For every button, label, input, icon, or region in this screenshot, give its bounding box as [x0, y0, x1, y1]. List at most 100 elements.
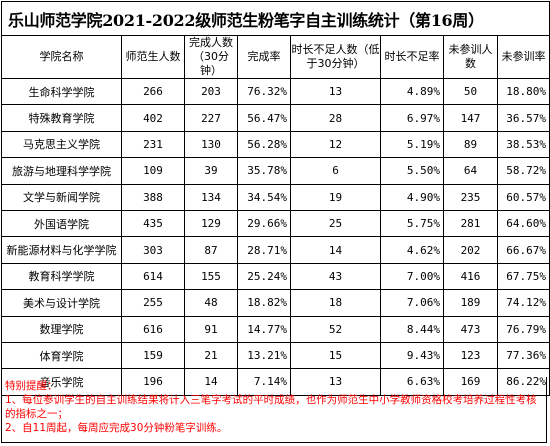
done-count: 48	[184, 289, 238, 317]
absent-count: 64	[443, 157, 498, 185]
short-rate: 6.97%	[380, 104, 444, 132]
college-name: 外国语学院	[1, 209, 122, 238]
done-rate: 56.28%	[237, 130, 291, 159]
short-rate: 7.06%	[380, 289, 444, 317]
absent-count: 281	[443, 209, 498, 238]
absent-count: 235	[443, 183, 498, 211]
absent-count: 169	[443, 368, 498, 396]
short-count: 13	[290, 77, 381, 106]
total-count: 255	[121, 289, 185, 317]
absent-count: 89	[443, 130, 498, 159]
absent-count: 189	[443, 289, 498, 317]
done-count: 129	[184, 209, 238, 238]
table-row: 外国语学院 435 129 29.66% 25 5.75% 281 64.60%	[1, 209, 550, 238]
total-count: 435	[121, 209, 185, 238]
short-rate: 5.19%	[380, 130, 444, 159]
done-count: 130	[184, 130, 238, 159]
short-count: 52	[290, 315, 381, 343]
short-count: 6	[290, 157, 381, 185]
header-absent: 未参训人数	[443, 35, 498, 79]
total-count: 231	[121, 130, 185, 159]
done-count: 39	[184, 157, 238, 185]
done-rate: 25.24%	[237, 262, 291, 291]
total-count: 109	[121, 157, 185, 185]
done-count: 203	[184, 77, 238, 106]
done-count: 21	[184, 341, 238, 370]
notes-line-1: 1、每位参训学生的自主训练结果将计入三笔字考试的平时成绩，也作为师范生中小学教师…	[5, 394, 537, 420]
absent-rate: 18.80%	[496, 77, 550, 106]
total-count: 388	[121, 183, 185, 211]
absent-rate: 86.22%	[496, 368, 550, 396]
done-count: 155	[184, 262, 238, 291]
notes-box: 特别提醒： 1、每位参训学生的自主训练结果将计入三笔字考试的平时成绩，也作为师范…	[1, 377, 547, 443]
table-row: 教育科学学院 614 155 25.24% 43 7.00% 416 67.75%	[1, 262, 550, 291]
short-rate: 8.44%	[380, 315, 444, 343]
college-name: 美术与设计学院	[1, 289, 122, 317]
short-rate: 4.89%	[380, 77, 444, 106]
header-total: 师范生人数	[121, 35, 185, 79]
absent-count: 123	[443, 341, 498, 370]
header-college: 学院名称	[1, 35, 122, 79]
table-row: 生命科学学院 266 203 76.32% 13 4.89% 50 18.80%	[1, 77, 550, 106]
absent-count: 473	[443, 315, 498, 343]
done-rate: 28.71%	[237, 236, 291, 264]
short-rate: 5.50%	[380, 157, 444, 185]
done-rate: 34.54%	[237, 183, 291, 211]
absent-rate: 74.12%	[496, 289, 550, 317]
total-count: 614	[121, 262, 185, 291]
table-row: 马克思主义学院 231 130 56.28% 12 5.19% 89 38.53%	[1, 130, 550, 159]
absent-count: 50	[443, 77, 498, 106]
absent-rate: 67.75%	[496, 262, 550, 291]
total-count: 402	[121, 104, 185, 132]
absent-rate: 66.67%	[496, 236, 550, 264]
absent-rate: 36.57%	[496, 104, 550, 132]
absent-rate: 38.53%	[496, 130, 550, 159]
page-title: 乐山师范学院2021-2022级师范生粉笔字自主训练统计（第16周）	[0, 1, 550, 36]
short-count: 25	[290, 209, 381, 238]
statistics-table: 乐山师范学院2021-2022级师范生粉笔字自主训练统计（第16周） 学院名称 …	[0, 1, 550, 396]
table-row: 音乐学院 196 14 7.14% 13 6.63% 169 86.22%	[1, 368, 550, 396]
done-count: 91	[184, 315, 238, 343]
total-count: 303	[121, 236, 185, 264]
header-row: 学院名称 师范生人数 完成人数（30分钟） 完成率 时长不足人数（低于30分钟）…	[1, 35, 550, 79]
absent-rate: 64.60%	[496, 209, 550, 238]
short-count: 12	[290, 130, 381, 159]
short-count: 28	[290, 104, 381, 132]
short-count: 18	[290, 289, 381, 317]
college-name: 体育学院	[1, 341, 122, 370]
table-row: 体育学院 159 21 13.21% 15 9.43% 123 77.36%	[1, 341, 550, 370]
short-count: 15	[290, 341, 381, 370]
done-count: 134	[184, 183, 238, 211]
short-count: 43	[290, 262, 381, 291]
done-rate: 18.82%	[237, 289, 291, 317]
college-name: 旅游与地理科学学院	[1, 157, 122, 185]
absent-rate: 77.36%	[496, 341, 550, 370]
header-done-rate: 完成率	[237, 35, 291, 79]
done-rate: 76.32%	[237, 77, 291, 106]
done-count: 87	[184, 236, 238, 264]
done-rate: 14.77%	[237, 315, 291, 343]
college-name: 教育科学学院	[1, 262, 122, 291]
college-name: 文学与新闻学院	[1, 183, 122, 211]
table-row: 特殊教育学院 402 227 56.47% 28 6.97% 147 36.57%	[1, 104, 550, 132]
college-name: 音乐学院	[1, 368, 122, 396]
total-count: 266	[121, 77, 185, 106]
college-name: 新能源材料与化学学院	[1, 236, 122, 264]
short-rate: 5.75%	[380, 209, 444, 238]
absent-count: 416	[443, 262, 498, 291]
notes-line-2: 2、自11周起，每周应完成30分钟粉笔字训练。	[5, 422, 228, 434]
header-done: 完成人数（30分钟）	[184, 35, 238, 79]
header-short: 时长不足人数（低于30分钟）	[290, 35, 381, 79]
college-name: 特殊教育学院	[1, 104, 122, 132]
short-count: 19	[290, 183, 381, 211]
done-rate: 29.66%	[237, 209, 291, 238]
short-count: 14	[290, 236, 381, 264]
header-short-rate: 时长不足率	[380, 35, 444, 79]
done-rate: 13.21%	[237, 341, 291, 370]
notes-heading: 特别提醒：	[5, 380, 58, 392]
total-count: 196	[121, 368, 185, 396]
absent-rate: 58.72%	[496, 157, 550, 185]
short-rate: 9.43%	[380, 341, 444, 370]
total-count: 616	[121, 315, 185, 343]
absent-rate: 76.79%	[496, 315, 550, 343]
